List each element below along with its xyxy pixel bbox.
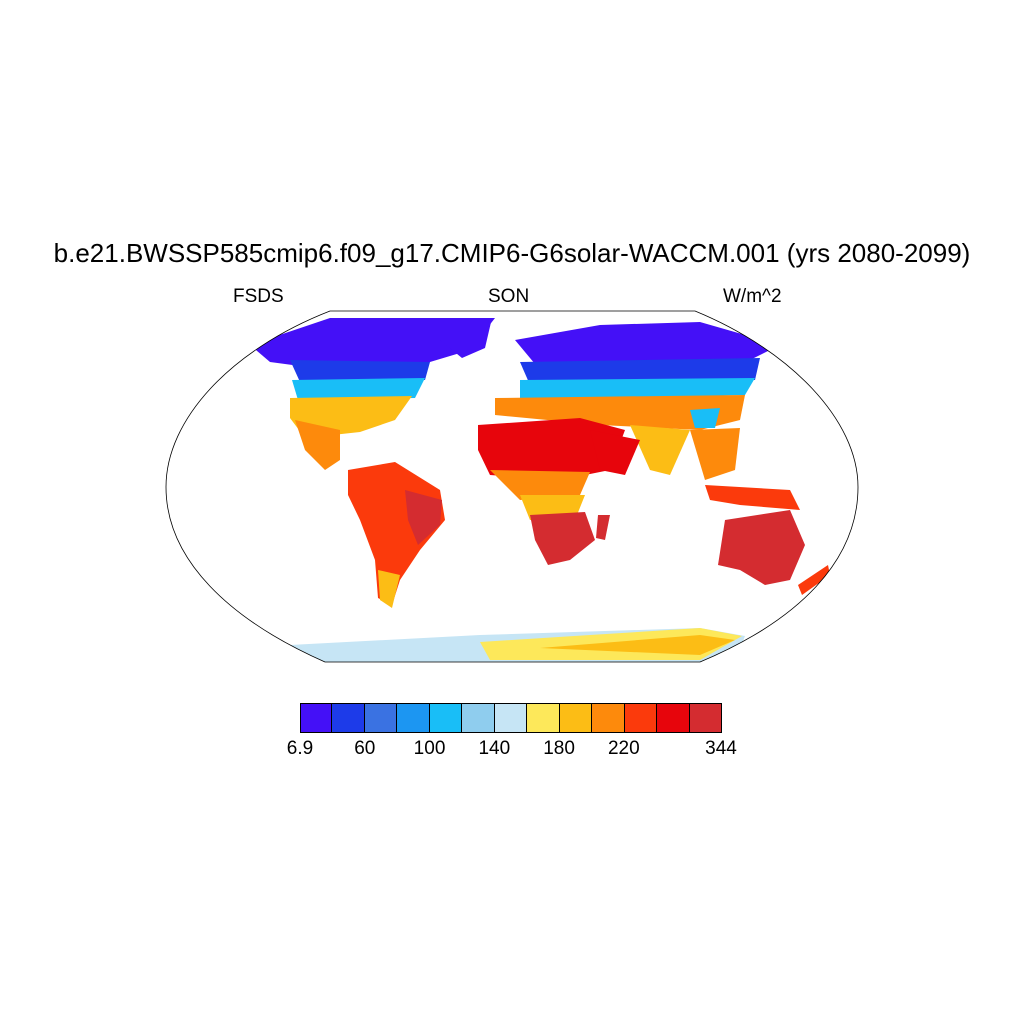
colorbar-swatch xyxy=(559,703,593,732)
africa-south xyxy=(530,512,595,565)
colorbar-tick-label: 220 xyxy=(607,738,640,759)
arabia xyxy=(590,430,640,475)
colorbar-swatch xyxy=(429,703,463,732)
colorbar-swatch xyxy=(527,703,560,732)
map-title: b.e21.BWSSP585cmip6.f09_g17.CMIP6-G6sola… xyxy=(53,238,971,268)
colorbar-swatch xyxy=(462,703,495,732)
colorbar-swatch xyxy=(624,703,658,732)
colorbar-tick-label: 6.9 xyxy=(286,738,314,759)
north-america-high xyxy=(290,360,430,382)
colorbar-tick-label: 180 xyxy=(543,738,575,759)
colorbar-tick-label: 344 xyxy=(705,738,737,759)
new-zealand xyxy=(798,565,830,595)
variable-label: FSDS xyxy=(233,286,284,307)
colorbar-swatch xyxy=(592,703,625,732)
eurasia-high xyxy=(520,358,760,385)
colorbar-swatch xyxy=(689,703,722,732)
australia xyxy=(718,510,805,585)
season-label: SON xyxy=(488,286,530,307)
africa-north xyxy=(478,418,625,480)
colorbar xyxy=(300,703,722,732)
north-america-arctic xyxy=(250,318,495,370)
north-america-south xyxy=(295,420,340,470)
eurasia-arctic xyxy=(515,322,780,370)
antarctica-plateau xyxy=(540,635,735,655)
colorbar-tick-label: 60 xyxy=(354,738,376,759)
colorbar-swatch xyxy=(657,703,690,732)
land-layer xyxy=(250,318,830,662)
tibet xyxy=(690,408,720,428)
colorbar-swatch xyxy=(397,703,430,732)
africa-sahel xyxy=(490,470,590,500)
colorbar-swatch xyxy=(300,703,333,732)
colorbar-swatch xyxy=(332,703,365,732)
colorbar-swatch xyxy=(494,703,528,732)
colorbar-swatch xyxy=(364,703,398,732)
colorbar-tick-label: 140 xyxy=(478,738,511,759)
south-america-east xyxy=(405,490,442,545)
north-america-mid xyxy=(292,378,425,400)
greenland xyxy=(440,318,492,358)
eurasia-mid xyxy=(520,378,755,400)
southeast-asia xyxy=(690,428,740,480)
eurasia-temperate xyxy=(495,395,745,430)
globe-outline xyxy=(165,310,859,663)
colorbar-tick-label: 100 xyxy=(413,738,446,759)
units-label: W/m^2 xyxy=(723,286,782,307)
india xyxy=(630,425,690,475)
madagascar xyxy=(596,515,610,540)
indonesia xyxy=(705,485,800,510)
south-america-tip xyxy=(378,570,400,608)
